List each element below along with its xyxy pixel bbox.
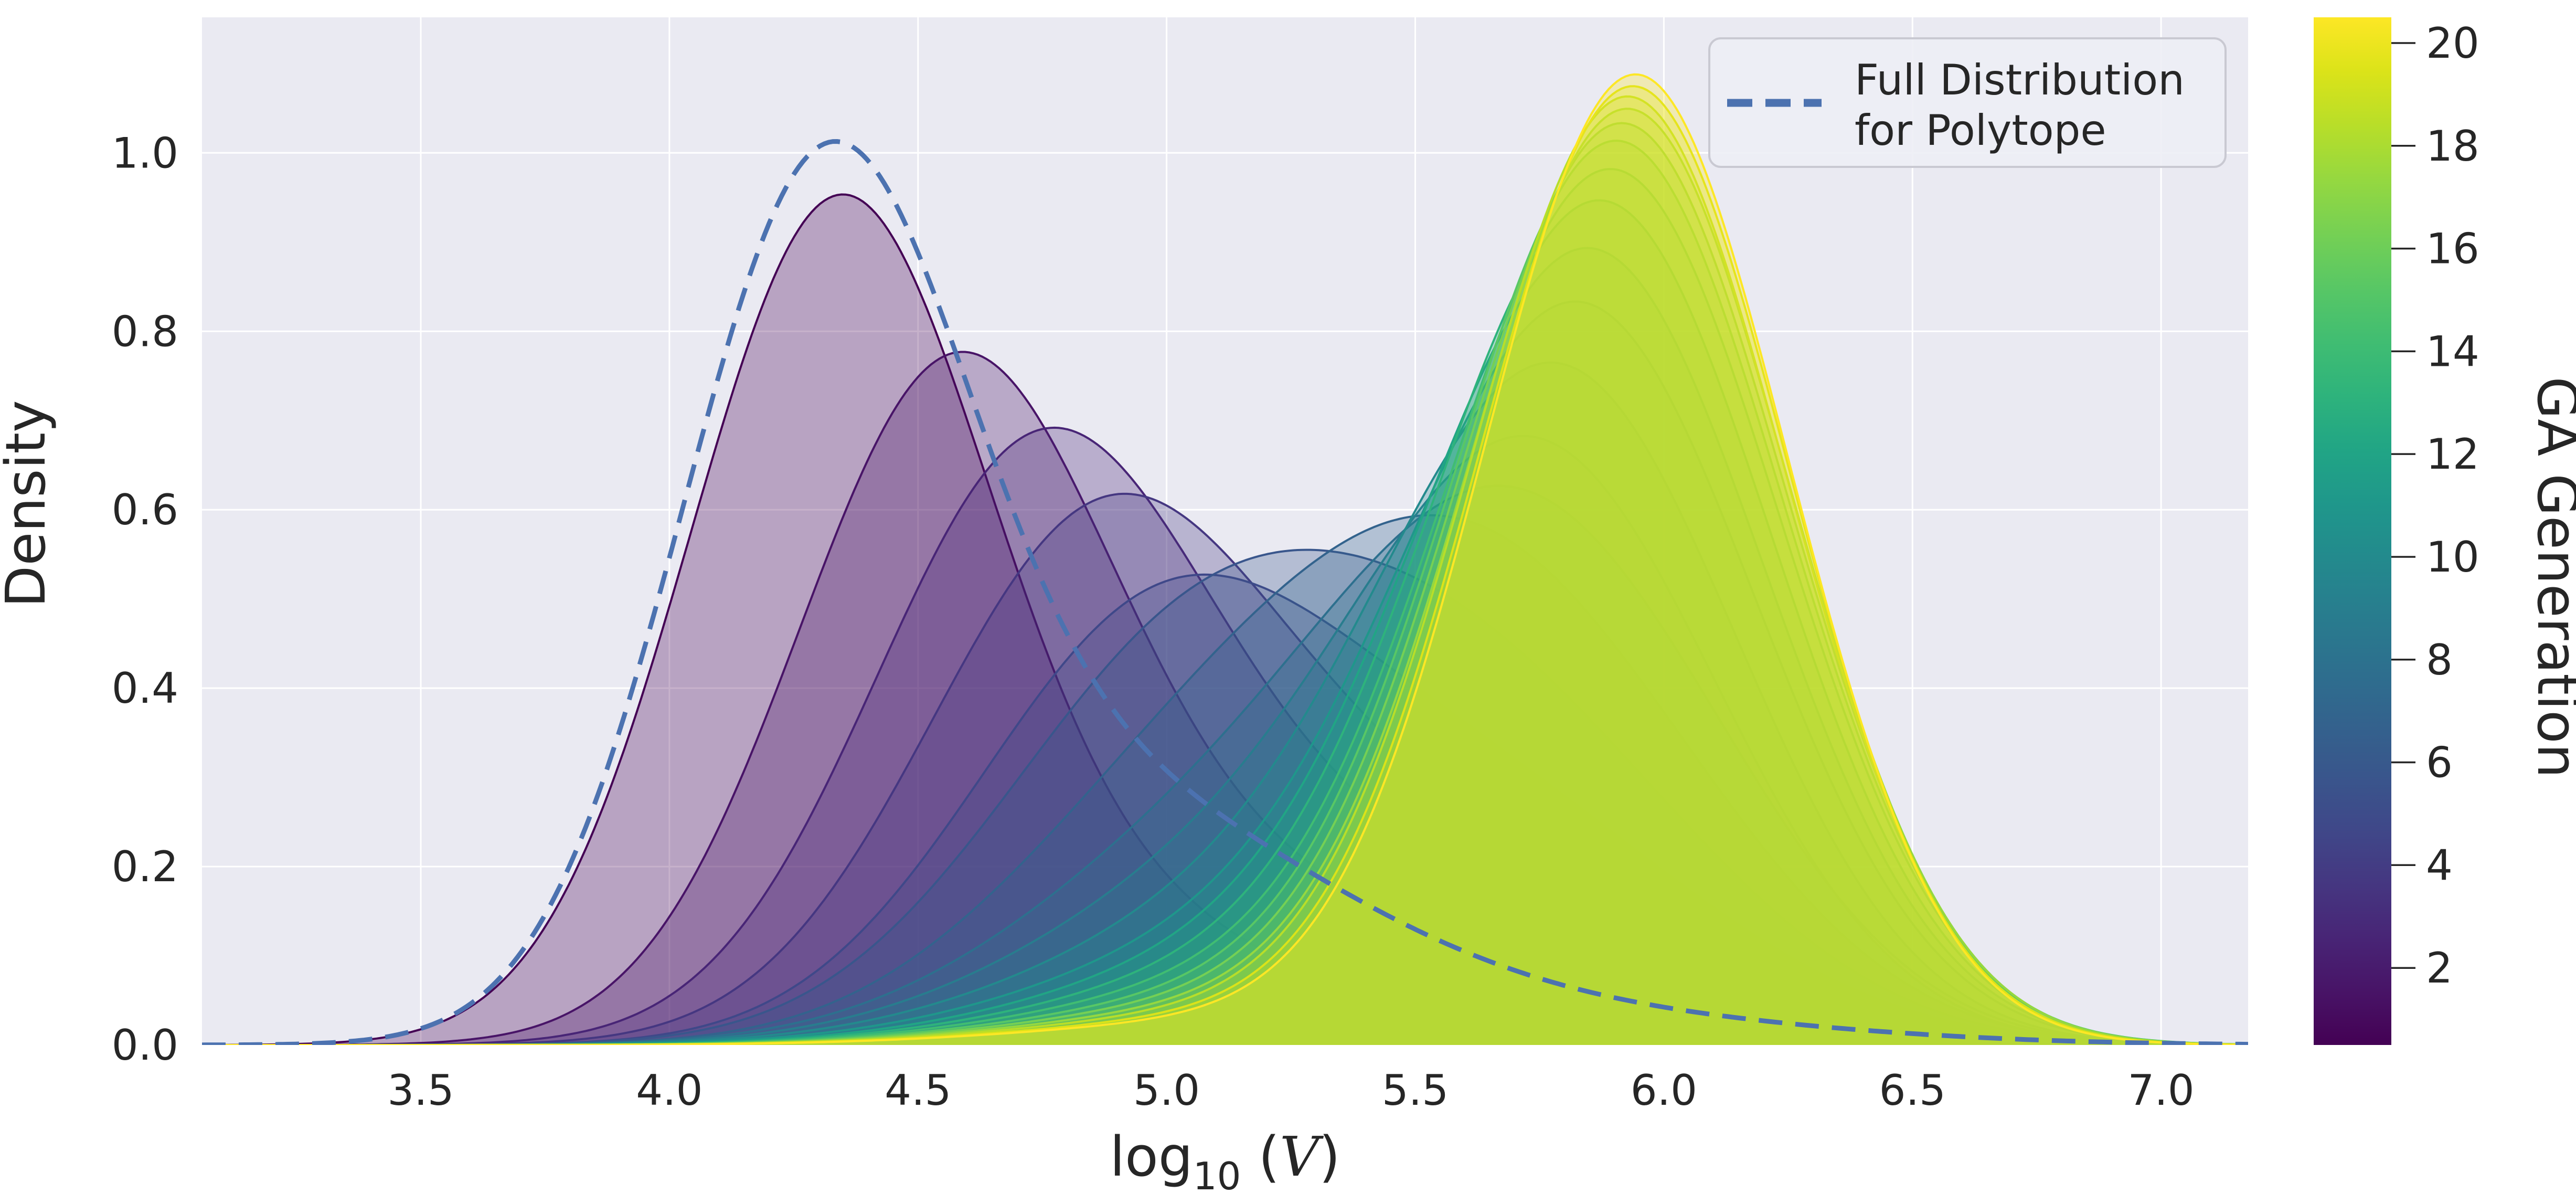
kde-fill-gen-4 — [202, 493, 2248, 1045]
kde-line-gen-1 — [202, 193, 2248, 1045]
colorbar-tick-label: 12 — [2426, 430, 2479, 479]
kde-fill-gen-18 — [202, 96, 2248, 1045]
colorbar-tick-label: 6 — [2426, 738, 2453, 787]
kde-fill-gen-5 — [202, 574, 2248, 1045]
y-tick-label: 0.4 — [112, 664, 178, 713]
kde-fill-gen-1 — [202, 194, 2248, 1045]
plot-area — [202, 17, 2248, 1045]
colorbar-tick-label: 20 — [2426, 19, 2479, 68]
kde-fill-gen-6 — [202, 550, 2248, 1045]
x-tick-label: 6.5 — [1879, 1066, 1946, 1115]
kde-fill-gen-8 — [202, 485, 2248, 1045]
y-tick-label: 0.8 — [112, 307, 178, 356]
x-tick-label: 4.5 — [885, 1066, 951, 1115]
legend-label-line2: for Polytope — [1855, 106, 2106, 155]
colorbar-gradient — [2314, 17, 2391, 1045]
full-distribution-line — [202, 139, 2248, 1045]
x-tick-label: 3.5 — [387, 1066, 454, 1115]
y-tick-label: 0.2 — [112, 842, 178, 891]
colorbar-tick-label: 10 — [2426, 533, 2479, 582]
x-tick-label: 5.0 — [1133, 1066, 1200, 1115]
kde-fill-gen-17 — [202, 109, 2248, 1045]
kde-line-gen-4 — [202, 492, 2248, 1045]
kde-fill-gen-3 — [202, 427, 2248, 1045]
colorbar-tick-label: 14 — [2426, 327, 2479, 376]
kde-fill-gen-20 — [202, 74, 2248, 1045]
kde-line-gen-3 — [202, 426, 2248, 1045]
x-tick-label: 4.0 — [636, 1066, 702, 1115]
legend-box — [1708, 37, 2227, 168]
colorbar-tick-label: 2 — [2426, 944, 2453, 992]
colorbar-label: GA Generation — [2525, 377, 2576, 778]
x-tick-label: 5.5 — [1382, 1066, 1449, 1115]
colorbar: 2 4 6 8 10 12 14 16 18 20 GA Generation — [2314, 17, 2576, 1045]
kde-fill-gen-10 — [202, 362, 2248, 1045]
kde-fill-gen-11 — [202, 301, 2248, 1045]
y-tick-label: 0.0 — [112, 1021, 178, 1070]
colorbar-tick-label: 4 — [2426, 841, 2453, 890]
kde-fill-gen-19 — [202, 86, 2248, 1045]
kde-curves — [202, 73, 2248, 1045]
legend-label-line1: Full Distribution — [1855, 56, 2185, 104]
kde-fill-gen-16 — [202, 123, 2248, 1045]
y-axis-label: Density — [0, 400, 58, 607]
kde-fill-gen-13 — [202, 200, 2248, 1045]
colorbar-ticks: 2 4 6 8 10 12 14 16 18 20 — [2391, 19, 2479, 992]
kde-fill-gen-7 — [202, 515, 2248, 1045]
y-tick-label: 0.6 — [112, 485, 178, 534]
colorbar-tick-label: 8 — [2426, 636, 2453, 684]
kde-line-gen-2 — [202, 351, 2248, 1045]
x-tick-label: 7.0 — [2127, 1066, 2194, 1115]
y-tick-label: 1.0 — [112, 129, 178, 177]
x-tick-label: 6.0 — [1631, 1066, 1697, 1115]
kde-fill-gen-12 — [202, 248, 2248, 1045]
colorbar-tick-label: 16 — [2426, 225, 2479, 273]
kde-fill-gen-9 — [202, 436, 2248, 1045]
kde-line-gen-20 — [202, 73, 2248, 1045]
x-axis-label: log10 (V) — [1110, 1125, 1340, 1198]
legend: Full Distribution for Polytope — [1708, 37, 2227, 168]
kde-fill-gen-15 — [202, 141, 2248, 1045]
kde-fill-gen-14 — [202, 169, 2248, 1045]
colorbar-tick-label: 18 — [2426, 122, 2479, 171]
y-axis-ticks: 0.0 0.2 0.4 0.6 0.8 1.0 — [112, 129, 178, 1070]
x-axis-ticks: 3.5 4.0 4.5 5.0 5.5 6.0 6.5 7.0 — [387, 1066, 2194, 1115]
kde-fill-gen-2 — [202, 352, 2248, 1045]
